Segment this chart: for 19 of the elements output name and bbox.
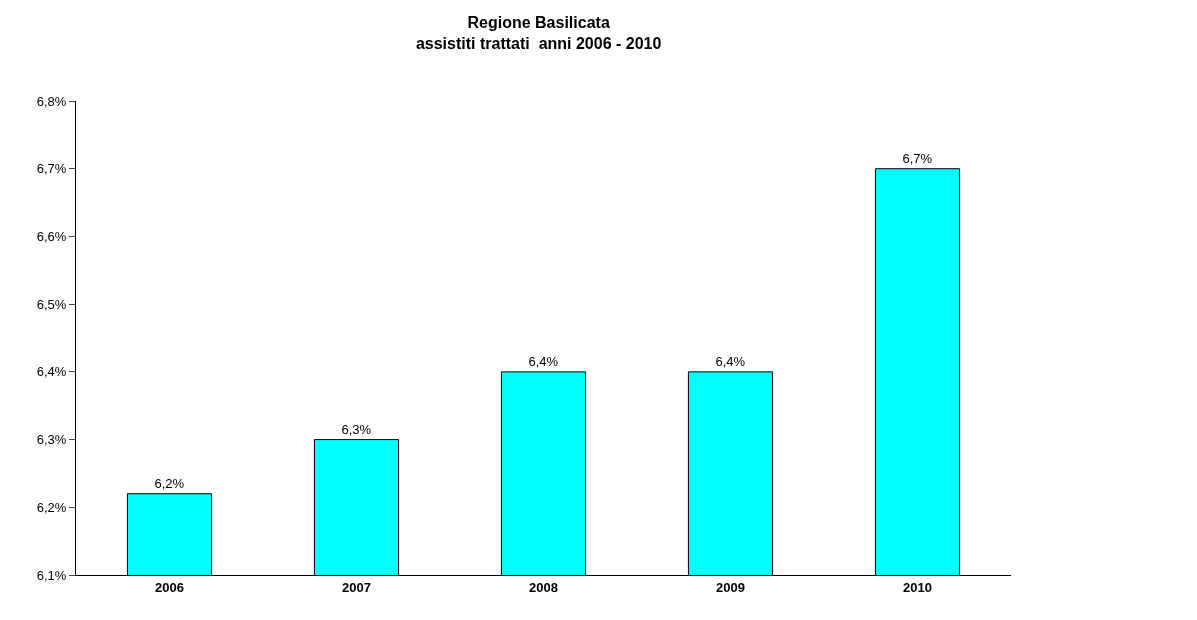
chart-title: Regione Basilicata assistiti trattati anni 2006 - 2010 — [415, 13, 662, 52]
data-label: 6,3% — [341, 421, 372, 437]
y-tick-label: 6,5% — [36, 296, 67, 312]
data-label: 6,2% — [154, 475, 185, 491]
y-tick-label: 6,6% — [36, 228, 67, 244]
y-tick-label: 6,8% — [36, 93, 67, 109]
y-tick-label: 6,3% — [36, 432, 67, 448]
y-tick-label: 6,4% — [36, 364, 67, 380]
x-tick-label: 2006 — [155, 579, 184, 595]
y-tick-label: 6,1% — [36, 567, 67, 583]
y-tick-label: 6,7% — [36, 161, 67, 177]
x-tick-label: 2007 — [342, 579, 371, 595]
x-tick-label: 2008 — [529, 579, 558, 595]
data-label: 6,7% — [902, 150, 933, 166]
data-label: 6,4% — [715, 353, 746, 369]
x-tick-label: 2010 — [903, 579, 932, 595]
y-tick-label: 6,2% — [36, 499, 67, 515]
x-tick-label: 2009 — [716, 579, 745, 595]
data-label: 6,4% — [528, 353, 559, 369]
